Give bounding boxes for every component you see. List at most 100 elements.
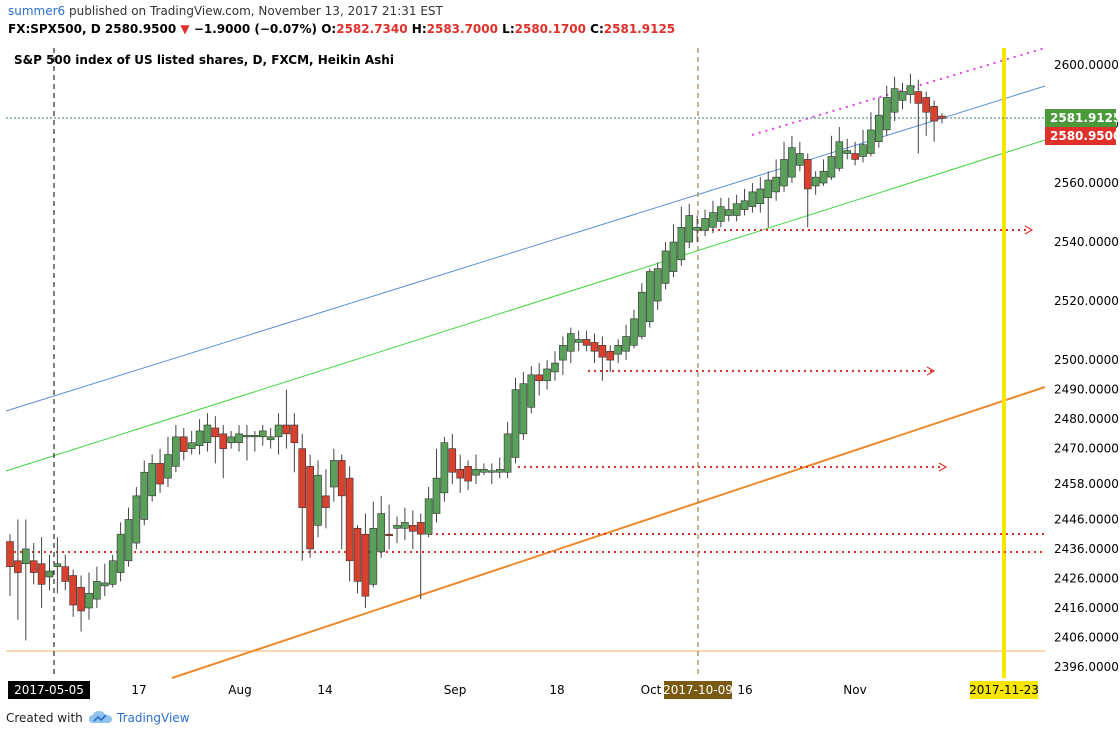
candle-body: [385, 533, 393, 537]
candle: [898, 82, 907, 110]
x-tick-label: Oct: [641, 683, 662, 697]
candle: [527, 366, 536, 414]
candle: [235, 425, 243, 452]
candle-body: [645, 271, 654, 323]
date-marker-box: [970, 681, 1038, 699]
candle-body: [227, 436, 235, 444]
candle-body: [638, 291, 646, 337]
candle: [480, 463, 488, 476]
candle-body: [440, 442, 449, 494]
candle: [219, 425, 228, 479]
magenta-channel-line: [751, 47, 1046, 136]
candle-body: [116, 533, 125, 573]
candle-body: [235, 433, 243, 444]
publisher-name[interactable]: summer6: [8, 4, 66, 18]
candle-body: [582, 339, 591, 346]
candle-body: [432, 477, 441, 514]
candle: [337, 454, 346, 549]
candle: [148, 454, 156, 502]
candle: [598, 336, 607, 381]
candle-body: [361, 533, 370, 597]
orange-trendline: [171, 386, 1046, 679]
candle-body: [85, 592, 93, 609]
candle-body: [851, 153, 859, 160]
candle-body: [740, 200, 749, 210]
candle-body: [124, 519, 133, 562]
candle: [124, 507, 133, 567]
candle: [330, 448, 338, 502]
candle: [843, 138, 852, 160]
candle-body: [709, 212, 717, 228]
candle-body: [630, 318, 638, 346]
candle: [551, 351, 559, 381]
candle-body: [835, 141, 844, 169]
x-axis: 2581.9125 2580.9500 17 Aug 14 Sep 18 Oct 16 Nov 20…: [8, 109, 1120, 699]
x-tick-label: Aug: [228, 683, 251, 697]
low-label: L:: [502, 22, 515, 36]
candle-body: [14, 560, 22, 573]
candle: [258, 425, 267, 446]
candle: [322, 469, 330, 529]
candle-body: [867, 129, 875, 154]
y-tick-label: 2416.0000: [1054, 601, 1119, 615]
open-label: O:: [321, 22, 337, 36]
candle: [511, 377, 520, 464]
candle: [100, 563, 109, 597]
candle-body: [472, 468, 480, 476]
candle: [93, 566, 101, 608]
candle-body: [788, 147, 796, 178]
candle: [906, 73, 915, 104]
candle-body: [930, 106, 938, 122]
candle-body: [890, 88, 899, 113]
y-tick-label: 2436.0000: [1054, 542, 1119, 556]
candle-body: [53, 563, 62, 567]
candle-body: [796, 153, 804, 166]
candle-body: [811, 176, 820, 187]
candle: [867, 112, 875, 157]
candle-body: [416, 522, 425, 535]
close-label: C:: [590, 22, 604, 36]
candle: [251, 430, 259, 452]
candle-body: [61, 566, 70, 582]
tradingview-cloud-icon[interactable]: [88, 709, 114, 725]
candle-body: [337, 460, 346, 497]
high-value: 2583.7000: [426, 22, 498, 36]
candle: [724, 197, 733, 222]
candle: [377, 495, 386, 558]
candle: [416, 513, 425, 600]
candle: [495, 457, 504, 479]
candle: [503, 422, 512, 479]
x-tick-label: Sep: [444, 683, 467, 697]
candle-body: [172, 436, 180, 467]
candle: [298, 433, 307, 561]
y-tick-label: 2470.0000: [1054, 442, 1119, 456]
arrow-icon: [1024, 225, 1034, 235]
y-tick-label: 2500.0000: [1054, 353, 1119, 367]
candle-body: [464, 466, 472, 482]
arrow-icon: [938, 462, 948, 472]
candle-body: [669, 241, 678, 272]
candle-body: [551, 362, 559, 373]
candle: [61, 554, 70, 591]
candle-body: [195, 430, 204, 446]
candle-body: [748, 191, 757, 207]
symbol-label: FX:SPX500, D: [8, 22, 101, 36]
candle: [85, 572, 93, 620]
open-value: 2582.7340: [336, 22, 408, 36]
price-label-text: 2581.9125: [1050, 111, 1120, 125]
x-tick-label: 18: [549, 683, 564, 697]
candle-body: [503, 433, 512, 473]
candle: [630, 309, 638, 349]
price-chart[interactable]: S&P 500 index of US listed shares, D, FX…: [0, 40, 1120, 700]
candle: [14, 519, 22, 620]
tradingview-brand[interactable]: TradingView: [117, 711, 190, 725]
candle: [701, 209, 709, 237]
candle-body: [21, 548, 30, 565]
candle-body: [764, 179, 773, 199]
candle-body: [511, 389, 520, 458]
date-marker-label: 2017-05-05: [14, 683, 84, 697]
candle: [369, 501, 378, 588]
candles: [6, 73, 946, 641]
candle: [788, 135, 796, 184]
candle-body: [37, 563, 46, 585]
